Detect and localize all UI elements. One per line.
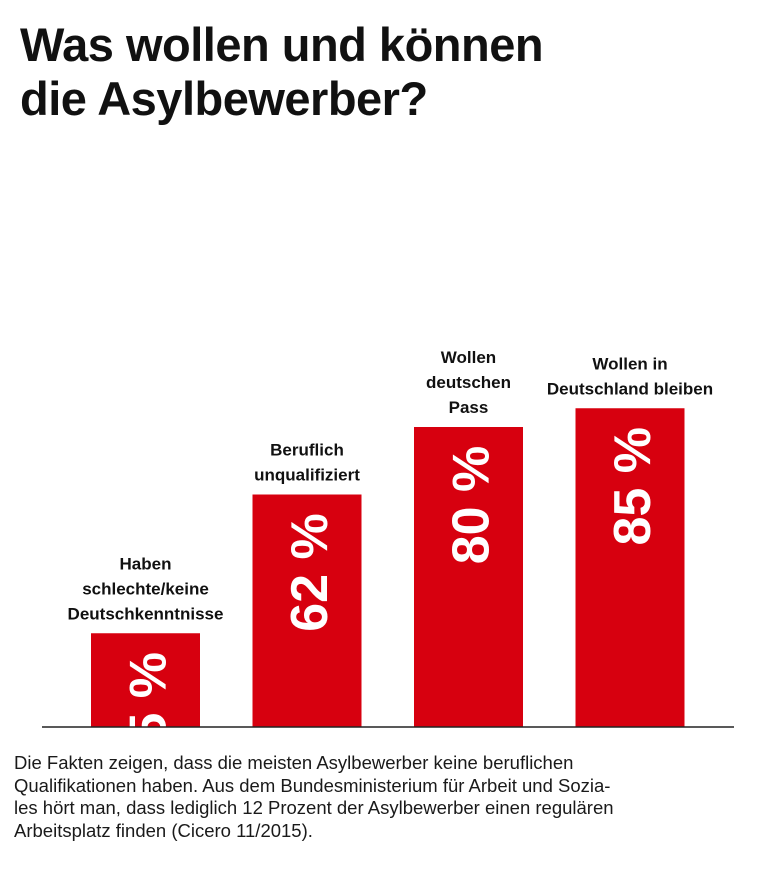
- category-label-1: Haben schlechte/keine Deutschkenntnisse: [68, 554, 224, 623]
- bar-value-label-1: 25 %: [120, 652, 178, 735]
- caption-line-2: Qualifikationen haben. Aus dem Bundesmin…: [14, 774, 611, 796]
- chart-title-line-1: Was wollen und können: [20, 18, 544, 71]
- bar-4: [575, 408, 685, 727]
- bar-value-label-4: 85 %: [604, 427, 662, 546]
- bar-2: [252, 494, 362, 727]
- bar-value-label-3: 80 %: [443, 446, 501, 565]
- chart-title: Was wollen und können die Asylbewerber?: [20, 18, 760, 126]
- caption-line-3: les hört man, dass lediglich 12 Prozent …: [14, 797, 614, 818]
- bar-value-label-2: 62 %: [281, 513, 339, 632]
- category-label-2: Beruflich unqualifiziert: [254, 441, 360, 485]
- chart-caption: Die Fakten zeigen, dass die meisten Asyl…: [14, 752, 766, 842]
- category-label-4: Wollen in Deutschland bleiben: [547, 354, 713, 398]
- bar-1: [91, 633, 200, 727]
- caption-line-1: Die Fakten zeigen, dass die meisten Asyl…: [14, 752, 574, 773]
- chart-title-line-2: die Asylbewerber?: [20, 72, 428, 125]
- caption-line-4: Arbeitsplatz finden (Cicero 11/2015).: [14, 819, 313, 841]
- bar-chart: 25 % Haben schlechte/keine Deutschkenntniss…: [42, 348, 734, 735]
- category-label-3: Wollen deutschen Pass: [426, 348, 511, 417]
- bar-3: [414, 427, 523, 727]
